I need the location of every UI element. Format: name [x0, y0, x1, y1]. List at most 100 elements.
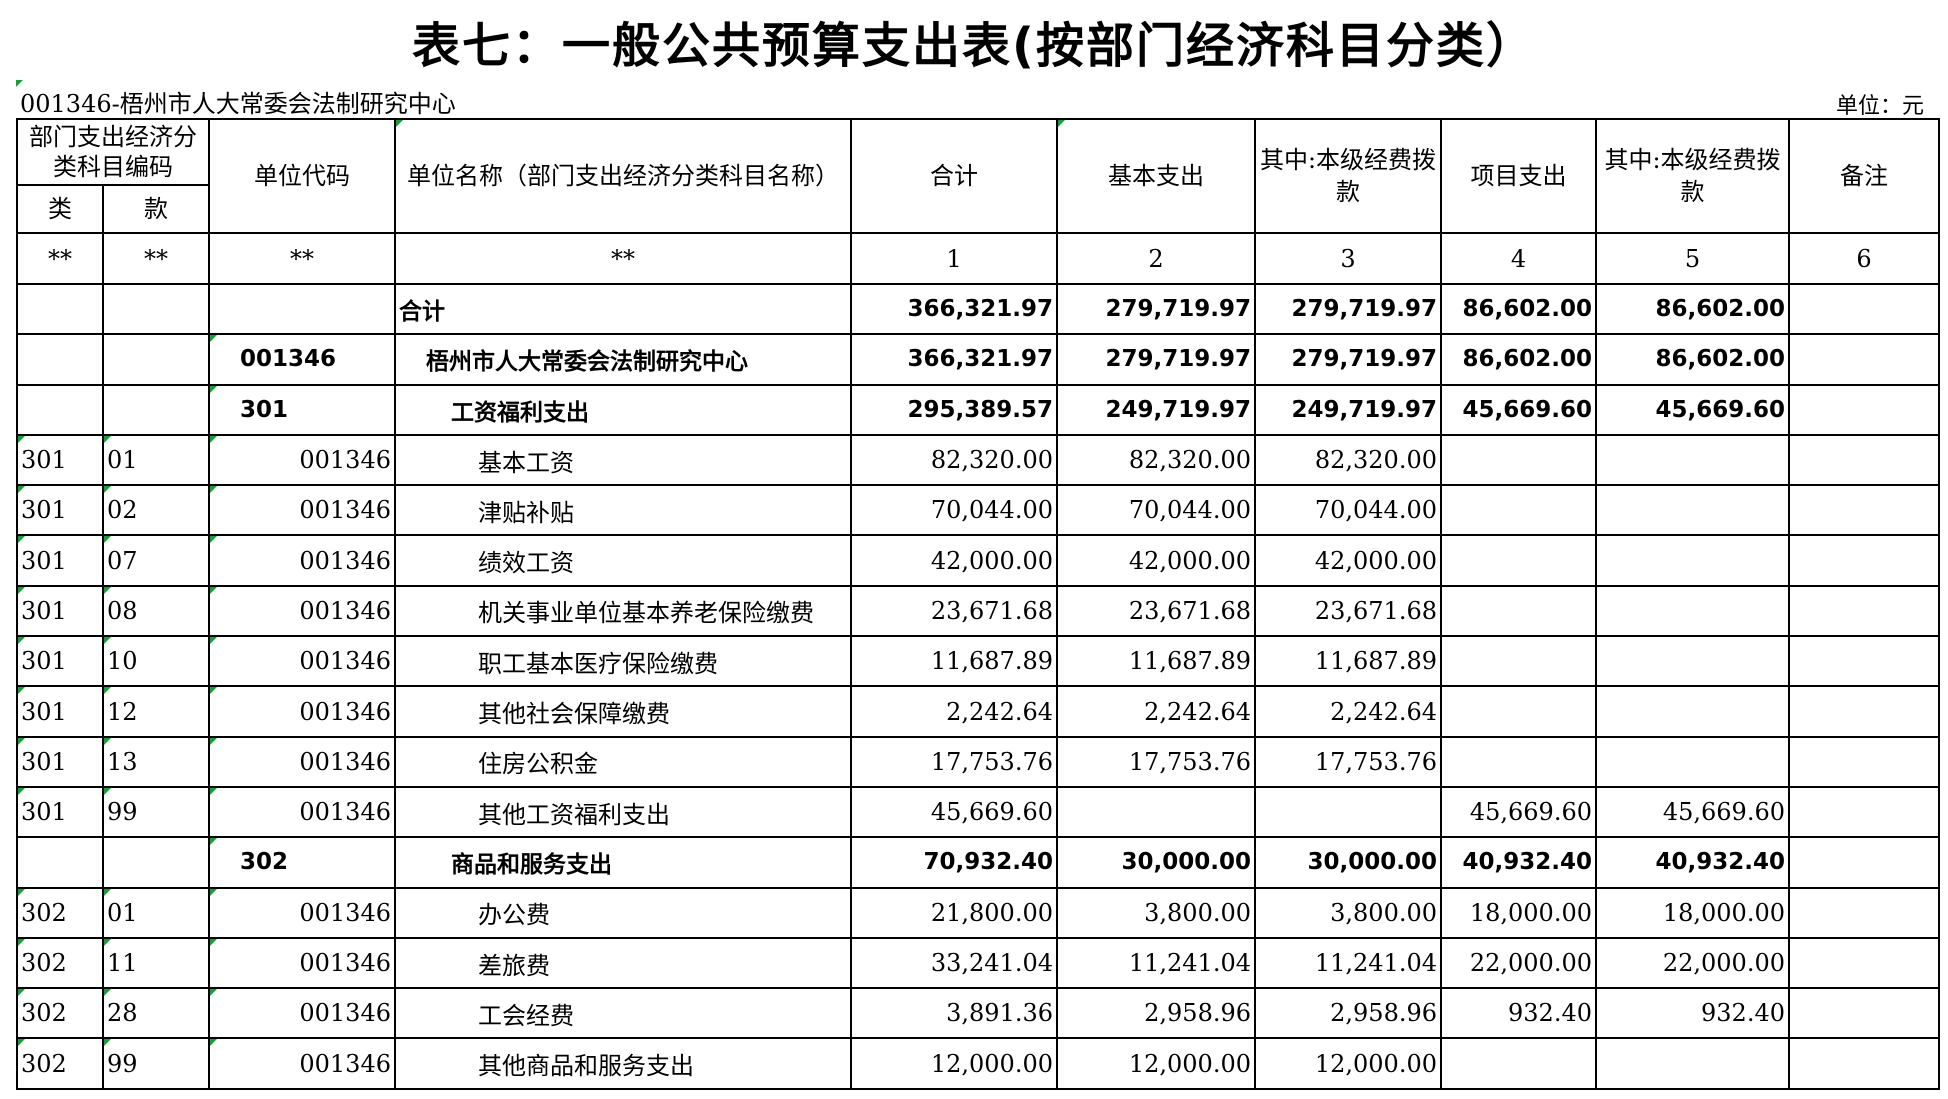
- unit-name-cell: 基本工资: [394, 433, 852, 487]
- remark-cell: [1788, 685, 1940, 738]
- basic-cell: 42,000.00: [1056, 534, 1256, 587]
- remark-cell: [1788, 433, 1940, 487]
- project-cell: 40,932.40: [1440, 836, 1597, 889]
- lei-cell: [16, 383, 104, 436]
- lei-cell: [16, 282, 104, 336]
- total-cell: 23,671.68: [850, 584, 1058, 638]
- project-cell: 86,602.00: [1440, 282, 1597, 336]
- table-row: 301 01 001346 基本工资 82,320.00 82,320.00 82,320.…: [16, 433, 1940, 487]
- lei-cell: 301: [16, 484, 104, 537]
- table-row: 301 10 001346 职工基本医疗保险缴费 11,687.89 11,687.89 1…: [16, 635, 1940, 688]
- project-own-cell: 45,669.60: [1595, 383, 1790, 436]
- basic-own-cell: 3,800.00: [1254, 886, 1442, 939]
- total-cell: 366,321.97: [850, 333, 1058, 386]
- unit-name-cell: 梧州市人大常委会法制研究中心: [394, 333, 852, 386]
- unit-name-cell: 绩效工资: [394, 534, 852, 587]
- project-own-cell: 86,602.00: [1595, 333, 1790, 386]
- unit-name-cell: 机关事业单位基本养老保险缴费: [394, 584, 852, 638]
- kuan-cell: [102, 282, 210, 336]
- total-cell: 2,242.64: [850, 685, 1058, 738]
- index-cell: 5: [1595, 232, 1790, 285]
- project-own-cell: [1595, 584, 1790, 638]
- project-own-cell: 40,932.40: [1595, 836, 1790, 889]
- remark-cell: [1788, 484, 1940, 537]
- total-cell: 12,000.00: [850, 1037, 1058, 1090]
- remark-cell: [1788, 987, 1940, 1040]
- remark-cell: [1788, 1037, 1940, 1090]
- project-own-cell: [1595, 735, 1790, 788]
- unit-code-cell: 001346: [208, 333, 396, 386]
- total-cell: 42,000.00: [850, 534, 1058, 587]
- index-cell: **: [16, 232, 104, 285]
- remark-cell: [1788, 635, 1940, 688]
- kuan-cell: 08: [102, 584, 210, 638]
- project-own-cell: 86,602.00: [1595, 282, 1790, 336]
- unit-code-cell: 001346: [208, 584, 396, 638]
- basic-own-cell: 30,000.00: [1254, 836, 1442, 889]
- project-cell: [1440, 685, 1597, 738]
- kuan-cell: 01: [102, 433, 210, 487]
- unit-name-cell: 津贴补贴: [394, 484, 852, 537]
- table-row: 301 13 001346 住房公积金 17,753.76 17,753.76 17,753…: [16, 735, 1940, 788]
- kuan-cell: 02: [102, 484, 210, 537]
- table-row: 301 07 001346 绩效工资 42,000.00 42,000.00 42,000.…: [16, 534, 1940, 587]
- project-cell: 18,000.00: [1440, 886, 1597, 939]
- remark-cell: [1788, 333, 1940, 386]
- lei-cell: 302: [16, 886, 104, 939]
- basic-cell: 279,719.97: [1056, 333, 1256, 386]
- basic-own-cell: 17,753.76: [1254, 735, 1442, 788]
- remark-cell: [1788, 383, 1940, 436]
- total-cell: 33,241.04: [850, 936, 1058, 990]
- basic-cell: 11,687.89: [1056, 635, 1256, 688]
- header-project: 项目支出: [1440, 118, 1597, 234]
- unit-label: 单位：元: [1836, 94, 1925, 119]
- kuan-cell: 12: [102, 685, 210, 738]
- basic-own-cell: 2,958.96: [1254, 987, 1442, 1040]
- table-row: 302 28 001346 工会经费 3,891.36 2,958.96 2,958.96 9…: [16, 987, 1940, 1040]
- project-cell: [1440, 584, 1597, 638]
- project-cell: [1440, 635, 1597, 688]
- basic-own-cell: [1254, 785, 1442, 839]
- kuan-cell: 01: [102, 886, 210, 939]
- total-cell: 11,687.89: [850, 635, 1058, 688]
- index-cell: **: [102, 232, 210, 285]
- project-cell: [1440, 735, 1597, 788]
- project-cell: 932.40: [1440, 987, 1597, 1040]
- unit-code-cell: 001346: [208, 987, 396, 1040]
- index-cell: **: [208, 232, 396, 285]
- unit-code-cell: 001346: [208, 685, 396, 738]
- header-basic: 基本支出: [1056, 118, 1256, 234]
- cell-note-marker: [16, 80, 23, 87]
- header-econ-code: 部门支出经济分类科目编码: [16, 118, 210, 186]
- basic-cell: [1056, 785, 1256, 839]
- unit-name-cell: 其他商品和服务支出: [394, 1037, 852, 1090]
- unit-name-cell: 合计: [394, 282, 852, 336]
- basic-own-cell: 249,719.97: [1254, 383, 1442, 436]
- page-title: 表七：一般公共预算支出表(按部门经济科目分类）: [412, 18, 1536, 74]
- project-own-cell: [1595, 685, 1790, 738]
- unit-name-cell: 住房公积金: [394, 735, 852, 788]
- header-project-own: 其中:本级经费拨款: [1595, 118, 1790, 234]
- project-cell: 86,602.00: [1440, 333, 1597, 386]
- kuan-cell: 99: [102, 1037, 210, 1090]
- kuan-cell: 07: [102, 534, 210, 587]
- header-unit-code: 单位代码: [208, 118, 396, 234]
- project-own-cell: 932.40: [1595, 987, 1790, 1040]
- lei-cell: 302: [16, 987, 104, 1040]
- kuan-cell: 99: [102, 785, 210, 839]
- unit-code-cell: 001346: [208, 484, 396, 537]
- basic-cell: 279,719.97: [1056, 282, 1256, 336]
- lei-cell: 301: [16, 685, 104, 738]
- kuan-cell: 13: [102, 735, 210, 788]
- unit-code-cell: 001346: [208, 433, 396, 487]
- total-cell: 21,800.00: [850, 886, 1058, 939]
- index-cell: 6: [1788, 232, 1940, 285]
- basic-cell: 12,000.00: [1056, 1037, 1256, 1090]
- organization-label: 001346-梧州市人大常委会法制研究中心: [20, 90, 456, 118]
- unit-code-cell: 001346: [208, 936, 396, 990]
- project-own-cell: [1595, 433, 1790, 487]
- project-cell: 22,000.00: [1440, 936, 1597, 990]
- basic-own-cell: 279,719.97: [1254, 282, 1442, 336]
- lei-cell: 301: [16, 534, 104, 587]
- kuan-cell: [102, 383, 210, 436]
